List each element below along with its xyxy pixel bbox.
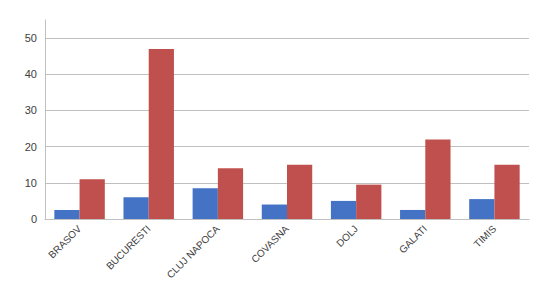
svg-text:BUCURESTI: BUCURESTI [104,223,153,272]
svg-text:10: 10 [25,177,37,189]
svg-text:40: 40 [25,68,37,80]
svg-text:20: 20 [25,141,37,153]
svg-text:DOLJ: DOLJ [334,223,360,249]
svg-text:GALATI: GALATI [397,223,429,255]
svg-text:TIMIS: TIMIS [472,223,499,250]
svg-text:30: 30 [25,104,37,116]
svg-text:CLUJ NAPOCA: CLUJ NAPOCA [165,223,222,280]
svg-text:50: 50 [25,32,37,44]
svg-text:BRASOV: BRASOV [46,223,83,260]
svg-text:0: 0 [31,213,37,225]
svg-text:COVASNA: COVASNA [249,223,291,265]
